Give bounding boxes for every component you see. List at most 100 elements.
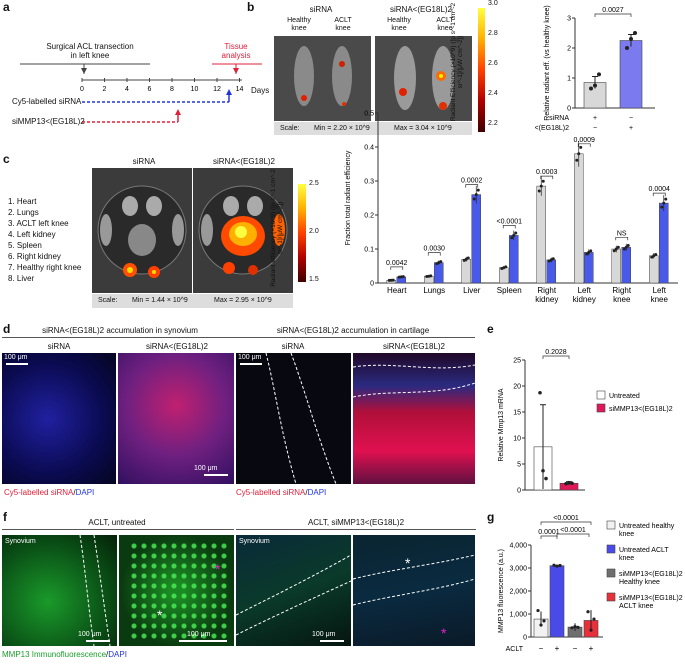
b-col1-title: siRNA — [309, 5, 333, 14]
legend-label: Untreated ACLT — [619, 547, 669, 554]
b-colorbar-ticks: 3.0 2.8 2.6 2.4 2.2 — [488, 0, 508, 138]
timeline-tick-label: 14 — [236, 86, 244, 93]
bar — [611, 248, 621, 284]
data-point — [616, 245, 620, 249]
p-value-label: 0.0004 — [649, 186, 671, 193]
data-point — [622, 247, 626, 251]
row-label-simmp13: siMMP13<(EG18L)2 — [12, 117, 85, 126]
data-point — [476, 188, 480, 192]
event-acl-label: Surgical ACL transection in left knee — [46, 42, 134, 60]
y-tick-label: 5 — [517, 462, 521, 469]
chart-g-bar: 0 1,000 2,000 3,000 4,000 MMP13 fluorescence … — [498, 515, 683, 653]
y-axis-label: MMP13 fluorescence (a.u.) — [498, 549, 505, 633]
data-point — [592, 617, 596, 621]
significance-bracket — [427, 252, 441, 256]
colorbar-tick-label: 2.8 — [488, 30, 498, 37]
data-point — [539, 623, 543, 627]
data-point — [589, 86, 593, 91]
data-point — [629, 37, 633, 41]
x-tick-label: Left — [578, 286, 592, 295]
f-image-1: Synovium 100 μm — [2, 535, 117, 646]
data-point — [626, 244, 630, 248]
data-point — [510, 236, 514, 240]
data-point — [401, 275, 405, 279]
y-tick-label: 15 — [513, 410, 521, 417]
f-image-2: * * 100 μm — [119, 535, 234, 646]
panel-label-e: e — [487, 322, 494, 336]
d-image-3: 100 μm — [236, 353, 351, 484]
b-scale-bar: Scale: Min = 2.20 × 10^9 Max = 3.04 × 10… — [274, 122, 472, 135]
data-point — [570, 626, 574, 630]
y-tick-label: 4,000 — [509, 543, 527, 550]
legend-label: ACLT knee — [619, 603, 653, 610]
significance-bracket — [502, 225, 516, 229]
colorbar-tick-label: 2.6 — [488, 60, 498, 67]
d-image-1: 100 μm — [2, 353, 116, 484]
bar — [536, 185, 546, 284]
legend-swatch — [606, 592, 616, 602]
y-tick-label: 2 — [567, 46, 571, 53]
data-point — [614, 247, 618, 251]
colorbar-tick-label: 1.5 — [309, 276, 319, 283]
row-mark: − — [629, 115, 633, 122]
data-point — [541, 179, 545, 183]
p-value-label: <0.0001 — [553, 515, 579, 522]
colorbar-tick-label: 2.5 — [309, 180, 319, 187]
data-point — [625, 46, 629, 50]
d-legend-2: Cy5-labelled siRNA/DAPI — [236, 488, 327, 497]
row-label: siRNA<(EG18L)2 — [535, 125, 569, 132]
p-value-label: 0.0027 — [602, 7, 624, 14]
bar — [659, 202, 669, 284]
panel-label-f: f — [3, 510, 7, 524]
y-tick-label: 10 — [513, 436, 521, 443]
bar — [499, 267, 509, 284]
row-label-cy5: Cy5-labelled siRNA — [12, 97, 82, 106]
legend-label: knee — [619, 555, 634, 562]
y-tick-label: 0 — [370, 281, 374, 288]
y-tick-label: 0 — [517, 488, 521, 495]
d-legend: Cy5-labelled siRNA/DAPI — [4, 488, 95, 497]
c-colorbar-label: Radiant efficiency (×10^9) ([p s^-1 cm^-… — [270, 169, 284, 287]
y-tick-label: 0 — [523, 635, 527, 642]
timeline-tick-label: 8 — [170, 86, 174, 93]
p-value-label: 0.0002 — [461, 178, 483, 185]
colorbar-tick-label: 2.0 — [309, 228, 319, 235]
panel-label-b: b — [247, 0, 255, 14]
data-point — [558, 563, 562, 568]
legend-label: Healthy knee — [619, 579, 660, 586]
panel-label-d: d — [3, 322, 11, 336]
significance-bracket — [540, 521, 592, 525]
bar — [621, 247, 631, 284]
y-tick-label: 3,000 — [509, 566, 527, 573]
c-legend-item: 6. Right kidney — [8, 252, 61, 261]
chart-c-bar: 0 0.1 0.2 0.3 0.4 0.5 Fraction total radiant e… — [345, 111, 678, 304]
timeline-tick-label: 12 — [213, 86, 221, 93]
d-col-sirna-1: siRNA — [47, 342, 71, 351]
data-point — [662, 201, 666, 205]
y-tick-label: 25 — [513, 358, 521, 365]
y-tick-label: 0.2 — [364, 213, 374, 220]
chart-b-bar: 0 1 2 3 Relative radiant eff. (vs healthy kn… — [535, 5, 655, 132]
significance-bracket — [652, 192, 666, 197]
legend-label: knee — [619, 531, 634, 538]
panel-label-c: c — [3, 152, 10, 166]
c-legend-item: 7. Healthy right knee — [8, 263, 82, 272]
data-point — [570, 481, 574, 486]
data-point — [586, 610, 590, 614]
b-image-sirna — [274, 36, 371, 121]
data-point — [555, 564, 559, 568]
aclt-mark: + — [555, 644, 560, 653]
row-mark: + — [593, 115, 597, 122]
x-tick-label: Left — [653, 286, 667, 295]
data-point — [538, 390, 542, 395]
data-point — [536, 608, 540, 613]
x-tick-label: Spleen — [497, 286, 522, 295]
y-tick-label: 2,000 — [509, 589, 527, 596]
aclt-label: ACLT — [506, 646, 524, 653]
c-colorbar-ticks: 2.5 2.0 1.5 — [309, 180, 329, 283]
legend-swatch — [606, 520, 616, 530]
p-value-label: <0.0001 — [497, 218, 523, 225]
data-point — [541, 468, 545, 473]
data-point — [544, 476, 548, 481]
bar — [549, 565, 565, 638]
